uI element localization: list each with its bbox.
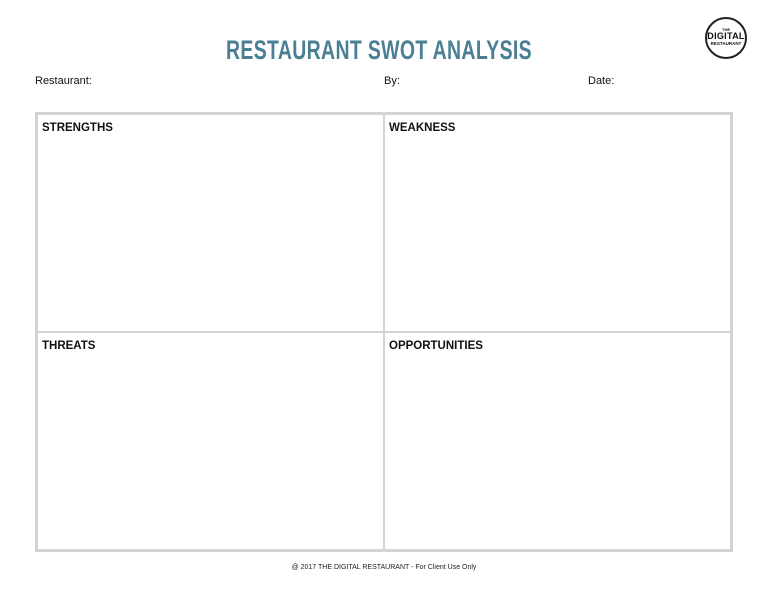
logo-text-top: THE (722, 27, 730, 32)
opportunities-label: OPPORTUNITIES (389, 340, 483, 352)
strengths-quadrant[interactable]: STRENGTHS (37, 114, 384, 332)
by-field-label: By: (384, 75, 400, 87)
date-field-label: Date: (588, 75, 615, 87)
weakness-quadrant[interactable]: WEAKNESS (384, 114, 731, 332)
page-title: RESTAURANT SWOT ANALYSIS (226, 35, 533, 65)
digital-restaurant-logo: THE DIGITAL RESTAURANT (705, 17, 747, 59)
threats-quadrant[interactable]: THREATS (37, 332, 384, 550)
weakness-label: WEAKNESS (389, 122, 456, 134)
strengths-label: STRENGTHS (42, 122, 113, 134)
restaurant-field-label: Restaurant: (35, 75, 92, 87)
logo-text-middle: DIGITAL (707, 31, 745, 41)
threats-label: THREATS (42, 340, 96, 352)
opportunities-quadrant[interactable]: OPPORTUNITIES (384, 332, 731, 550)
swot-grid: STRENGTHS WEAKNESS THREATS OPPORTUNITIES (35, 112, 733, 552)
logo-text-bottom: RESTAURANT (710, 41, 742, 46)
footer-copyright: @ 2017 THE DIGITAL RESTAURANT - For Clie… (291, 564, 477, 571)
